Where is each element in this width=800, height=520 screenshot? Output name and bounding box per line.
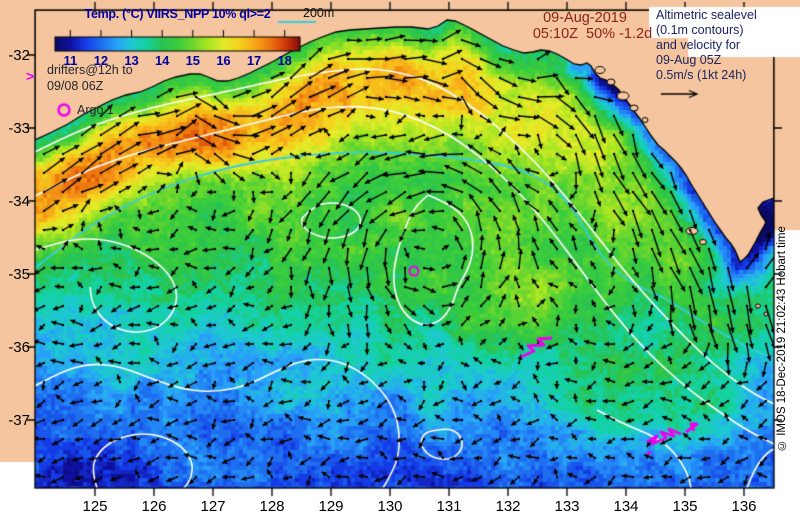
colorbar-tick-label: 17 — [246, 53, 262, 68]
colorbar-title: Temp. (°C) VIIRS_NPP 10% ql>=2 — [84, 7, 271, 21]
drifter-marker-icon: > — [26, 68, 35, 84]
copyright-vertical-text: © IMOS 18-Dec-2019 21:02:43 Hobart time — [776, 226, 788, 452]
altimetry-legend-line: 09-Aug 05Z — [656, 53, 722, 67]
longitude-tick-label: 134 — [613, 498, 639, 515]
datetime-label-line1: 09-Aug-2019 — [543, 10, 627, 26]
argo-legend-label: Argo 1 — [77, 103, 114, 117]
longitude-tick-label: 125 — [82, 498, 108, 515]
latitude-tick-label: -34 — [8, 193, 30, 210]
longitude-tick-label: 129 — [318, 498, 344, 515]
latitude-tick-label: -37 — [8, 412, 30, 429]
altimetry-legend-line: (0.1m contours) — [656, 23, 744, 37]
colorbar-tick-label: 18 — [277, 53, 292, 68]
altimetry-legend-line: 0.5m/s (1kt 24h) — [656, 68, 747, 82]
colorbar-tick-label: 16 — [216, 53, 231, 68]
latitude-tick-label: -35 — [8, 266, 30, 283]
colorbar-tick-label: 15 — [185, 53, 201, 68]
depth-label: 200m — [303, 6, 335, 20]
longitude-tick-label: 131 — [436, 498, 462, 515]
drifters-legend-line2: 09/08 06Z — [47, 79, 104, 93]
altimetry-legend-line: Altimetric sealevel — [656, 8, 757, 22]
longitude-tick-label: 135 — [672, 498, 698, 515]
longitude-tick-label: 133 — [554, 498, 580, 515]
latitude-tick-label: -36 — [8, 339, 30, 356]
colorbar-tick-label: 14 — [154, 53, 170, 68]
colorbar-tick-label: 13 — [124, 53, 139, 68]
longitude-tick-label: 132 — [495, 498, 521, 515]
latitude-tick-label: -33 — [8, 120, 30, 137]
longitude-tick-label: 130 — [377, 498, 403, 515]
altimetry-legend-line: and velocity for — [656, 38, 741, 52]
colorbar-tick-label: 11 — [63, 53, 78, 68]
longitude-tick-label: 126 — [141, 498, 167, 515]
latitude-tick-label: -32 — [8, 47, 30, 64]
longitude-tick-label: 128 — [259, 498, 285, 515]
drifters-legend-line1: drifters@12h to — [47, 63, 133, 77]
longitude-tick-label: 136 — [731, 498, 757, 515]
datetime-label-line2: 05:10Z 50% -1.2d — [532, 26, 653, 42]
colorbar-tick-label: 12 — [93, 53, 109, 68]
longitude-tick-label: 127 — [200, 498, 226, 515]
